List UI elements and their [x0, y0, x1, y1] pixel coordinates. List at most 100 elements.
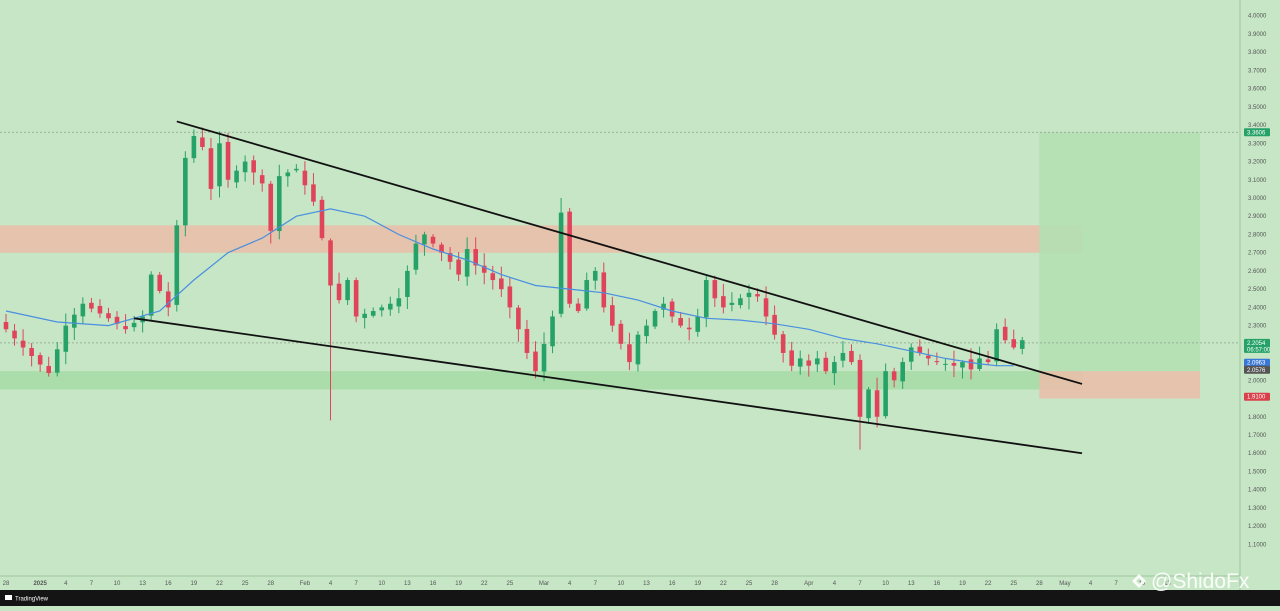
candle-body — [362, 313, 367, 318]
candle-body — [490, 273, 496, 281]
candle-body — [661, 303, 666, 310]
candle-body — [567, 211, 572, 304]
candle-body — [695, 316, 701, 332]
candle — [695, 308, 701, 337]
candle — [157, 272, 163, 294]
candle — [302, 161, 308, 195]
candle — [388, 296, 393, 316]
candle-body — [917, 346, 923, 353]
candle-body — [439, 244, 444, 253]
candle — [37, 352, 43, 372]
candle-body — [225, 141, 231, 180]
time-tick-label: 19 — [694, 581, 701, 587]
candle-body — [584, 280, 590, 309]
candle — [294, 164, 299, 173]
candle-body — [123, 326, 128, 330]
candle-body — [823, 357, 829, 372]
price-tag-label: 2.2054 — [1247, 341, 1266, 347]
price-tick-label: 1.8000 — [1248, 415, 1267, 421]
candle-body — [644, 325, 649, 337]
time-tick-label: 7 — [90, 581, 94, 587]
candle — [405, 265, 410, 309]
footer-bar — [0, 590, 1280, 606]
candle-body — [63, 325, 69, 352]
price-tick-label: 3.6000 — [1248, 87, 1267, 93]
candle-body — [456, 259, 461, 275]
candle — [601, 262, 607, 313]
candle-body — [191, 136, 197, 159]
price-tick-label: 2.3000 — [1248, 324, 1267, 330]
candle — [80, 297, 86, 325]
price-axis[interactable] — [1240, 0, 1280, 590]
price-tick-label: 3.7000 — [1248, 68, 1267, 74]
candle — [661, 296, 666, 318]
candle-body — [259, 175, 265, 184]
price-tick-label: 2.5000 — [1248, 287, 1267, 293]
candle — [507, 277, 513, 319]
candle — [54, 342, 60, 377]
time-axis[interactable]: 28 2025 4 7 10 13 16 19 22 25 28 Feb 4 7 10 13 16 19 22 25 M… — [3, 581, 1172, 587]
candle-body — [763, 298, 769, 317]
candle — [174, 219, 180, 312]
candle — [558, 198, 564, 318]
candle — [738, 294, 743, 309]
candle-body — [174, 225, 180, 305]
price-tick-label: 3.9000 — [1248, 32, 1267, 38]
candle-body — [200, 137, 205, 147]
candle — [106, 307, 111, 322]
time-tick-label: 25 — [242, 581, 249, 587]
candle-body — [524, 328, 530, 353]
candles-layer — [3, 127, 1025, 450]
price-tag-label: 3.3606 — [1247, 130, 1266, 136]
candle — [353, 277, 359, 323]
candle — [891, 367, 897, 388]
candle-body — [934, 361, 940, 363]
candle — [575, 298, 581, 314]
watermark-text: @ShidoFx — [1151, 570, 1250, 593]
candle-body — [780, 334, 786, 353]
time-tick-label: 13 — [643, 581, 650, 587]
candle — [832, 356, 837, 386]
candle — [165, 282, 171, 317]
candle-body — [499, 278, 504, 290]
candle-body — [806, 360, 812, 366]
candle — [874, 377, 880, 428]
candle — [481, 253, 487, 285]
candle — [840, 341, 846, 368]
candle-body — [328, 240, 333, 286]
candle-body — [815, 358, 820, 365]
candle-body — [72, 314, 77, 328]
candle-body — [234, 170, 239, 183]
candle — [72, 307, 77, 340]
time-tick-label: 19 — [191, 581, 198, 587]
candle — [499, 266, 504, 297]
candle-body — [46, 365, 51, 374]
tradingview-logo[interactable]: TradingView — [5, 595, 49, 603]
candle-body — [652, 311, 658, 327]
price-tick-label: 1.4000 — [1248, 488, 1267, 494]
candle-body — [575, 303, 581, 312]
candle-body — [294, 168, 299, 171]
time-tick-label: 28 — [1036, 581, 1043, 587]
price-tag-label: 1.9100 — [1247, 395, 1266, 401]
price-tick-label: 3.5000 — [1248, 105, 1267, 111]
candle-body — [89, 302, 94, 309]
candle — [259, 169, 265, 192]
candle — [550, 310, 555, 354]
candle-body — [54, 349, 60, 373]
ma-tag: 2.0963 — [1244, 358, 1270, 367]
candle — [849, 344, 854, 365]
candle-body — [678, 318, 683, 326]
candle — [797, 350, 803, 375]
tradingview-logo-icon — [5, 595, 12, 600]
price-tick-label: 2.0000 — [1248, 378, 1267, 384]
candle — [345, 277, 350, 306]
candle — [208, 138, 214, 201]
candle-body — [157, 274, 163, 291]
support-tag: 2.0576 — [1244, 365, 1270, 374]
candle-body — [422, 234, 427, 245]
candle-body — [985, 359, 991, 363]
price-tag-label: 2.0963 — [1247, 361, 1266, 367]
